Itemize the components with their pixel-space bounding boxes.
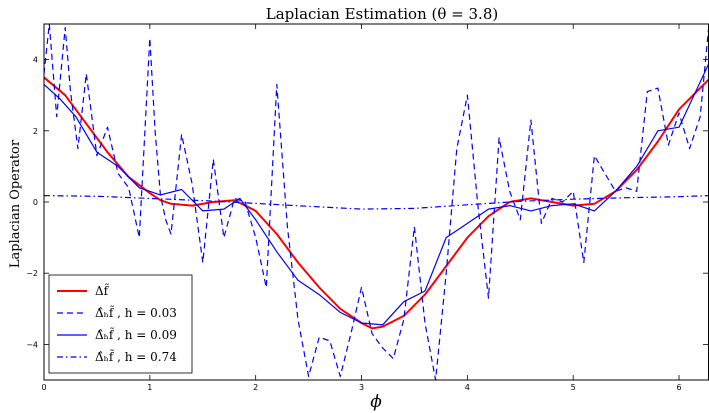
x-axis-label: ϕ — [370, 392, 382, 412]
x-tick-label-1: 1 — [147, 383, 152, 392]
x-tick-label-5: 5 — [571, 383, 576, 392]
chart-title: Laplacian Estimation (θ = 3.8) — [266, 5, 498, 23]
y-tick-label-1: −2 — [26, 269, 38, 278]
y-tick-label-4: 4 — [33, 56, 38, 65]
legend-label-2: Δ̂ₕf̃ , h = 0.09 — [95, 326, 177, 342]
series-line-0 — [44, 76, 709, 330]
legend-label-3: Δ̂ₕf̃ , h = 0.74 — [95, 348, 177, 364]
x-tick-label-0: 0 — [41, 383, 46, 392]
series-layer — [44, 24, 709, 380]
series-line-2 — [44, 62, 709, 326]
y-tick-label-2: 0 — [33, 198, 38, 207]
x-tick-label-4: 4 — [465, 383, 470, 392]
x-tick-label-3: 3 — [359, 383, 364, 392]
legend: Δf̃ Δ̂ₕf̃ , h = 0.03 Δ̂ₕf̃ , h = 0.09 Δ̂ₕf̃… — [48, 274, 193, 374]
legend-label-1: Δ̂ₕf̃ , h = 0.03 — [95, 304, 177, 320]
y-axis-label: Laplacian Operator — [8, 139, 23, 268]
x-tick-label-2: 2 — [253, 383, 258, 392]
series-line-1 — [44, 24, 709, 380]
x-tick-label-6: 6 — [676, 383, 681, 392]
legend-label-0: Δf̃ — [95, 282, 110, 298]
y-tick-label-0: −4 — [26, 340, 38, 349]
y-tick-label-3: 2 — [33, 127, 38, 136]
